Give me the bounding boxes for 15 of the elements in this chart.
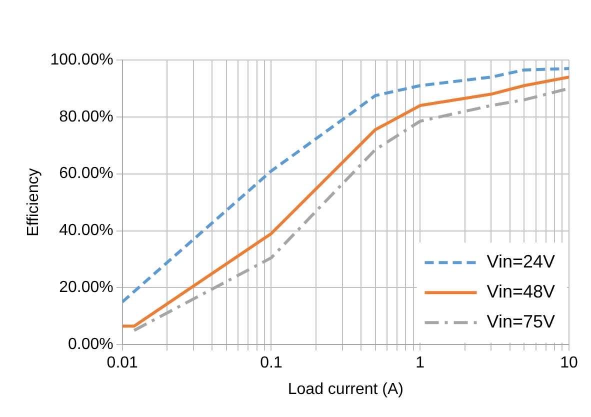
x-tick-label: 0.1 — [260, 354, 282, 372]
y-tick-label: 40.00% — [59, 222, 114, 240]
x-tick-label: 10 — [560, 354, 578, 372]
y-tick-label: 80.00% — [59, 108, 114, 126]
x-tick-label: 1 — [416, 354, 425, 372]
y-tick-label: 60.00% — [59, 165, 114, 182]
x-tick-label: 0.01 — [106, 354, 138, 372]
y-tick-label: 100.00% — [50, 51, 114, 68]
y-axis-title: Efficiency — [25, 168, 42, 236]
legend-label: Vin=75V — [486, 312, 556, 332]
x-axis-title: Load current (A) — [288, 380, 404, 398]
legend-label: Vin=24V — [486, 252, 556, 272]
y-tick-label: 20.00% — [59, 279, 114, 296]
y-tick-label: 0.00% — [68, 336, 114, 354]
legend-label: Vin=48V — [486, 282, 556, 302]
